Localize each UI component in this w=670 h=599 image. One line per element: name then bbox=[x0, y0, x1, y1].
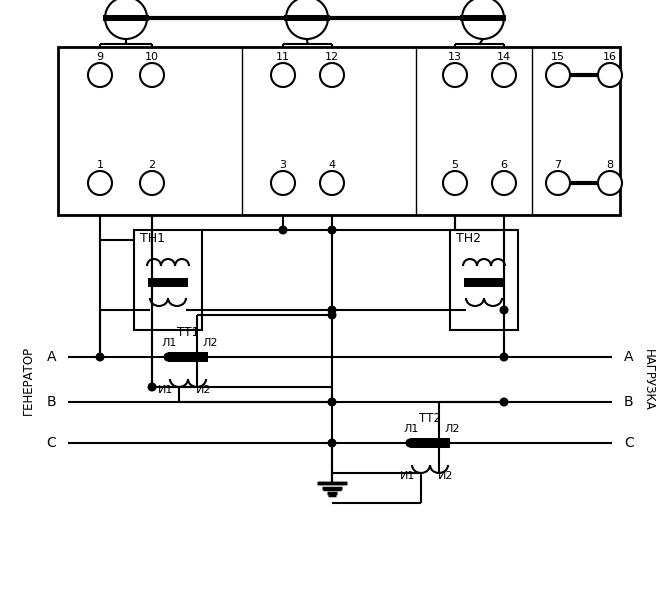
Circle shape bbox=[320, 63, 344, 87]
Circle shape bbox=[492, 171, 516, 195]
Circle shape bbox=[88, 171, 112, 195]
Circle shape bbox=[546, 171, 570, 195]
Circle shape bbox=[500, 305, 509, 314]
Circle shape bbox=[286, 0, 328, 39]
Circle shape bbox=[163, 352, 172, 362]
Text: Л2: Л2 bbox=[444, 424, 460, 434]
Circle shape bbox=[598, 171, 622, 195]
Text: Л2: Л2 bbox=[202, 338, 218, 348]
Text: В: В bbox=[624, 395, 634, 409]
Circle shape bbox=[546, 63, 570, 87]
Text: 9: 9 bbox=[96, 52, 104, 62]
Circle shape bbox=[328, 438, 336, 447]
Circle shape bbox=[328, 225, 336, 234]
Text: 6: 6 bbox=[500, 160, 507, 170]
Text: 12: 12 bbox=[325, 52, 339, 62]
Circle shape bbox=[500, 398, 509, 407]
Bar bbox=[58, 47, 620, 215]
Circle shape bbox=[147, 383, 157, 392]
Text: 15: 15 bbox=[551, 52, 565, 62]
Circle shape bbox=[328, 398, 336, 407]
Text: 3: 3 bbox=[279, 160, 287, 170]
Circle shape bbox=[320, 171, 344, 195]
Bar bbox=[284, 15, 330, 21]
Bar bbox=[134, 230, 202, 330]
Text: Л1: Л1 bbox=[161, 338, 177, 348]
Circle shape bbox=[279, 225, 287, 234]
Text: 16: 16 bbox=[603, 52, 617, 62]
Text: И2: И2 bbox=[196, 385, 212, 395]
Text: В: В bbox=[46, 395, 56, 409]
Text: 14: 14 bbox=[497, 52, 511, 62]
Bar bbox=[103, 15, 149, 21]
Circle shape bbox=[405, 438, 415, 447]
Text: С: С bbox=[624, 436, 634, 450]
Circle shape bbox=[443, 63, 467, 87]
Text: 8: 8 bbox=[606, 160, 614, 170]
Text: ТН2: ТН2 bbox=[456, 231, 481, 244]
Circle shape bbox=[328, 305, 336, 314]
Text: 10: 10 bbox=[145, 52, 159, 62]
Circle shape bbox=[598, 63, 622, 87]
Text: 4: 4 bbox=[328, 160, 336, 170]
Circle shape bbox=[271, 171, 295, 195]
Text: НАГРУЗКА: НАГРУЗКА bbox=[641, 349, 655, 411]
Circle shape bbox=[492, 63, 516, 87]
Text: Л1: Л1 bbox=[403, 424, 419, 434]
Circle shape bbox=[140, 63, 164, 87]
Bar bbox=[148, 278, 188, 287]
Circle shape bbox=[462, 0, 504, 39]
Circle shape bbox=[88, 63, 112, 87]
Text: А: А bbox=[624, 350, 634, 364]
Circle shape bbox=[271, 63, 295, 87]
Circle shape bbox=[105, 0, 147, 39]
Bar bbox=[460, 15, 506, 21]
Bar bbox=[410, 438, 450, 448]
Text: 1: 1 bbox=[96, 160, 103, 170]
Text: 13: 13 bbox=[448, 52, 462, 62]
Text: ГЕНЕРАТОР: ГЕНЕРАТОР bbox=[21, 346, 34, 415]
Bar bbox=[464, 278, 504, 287]
Bar bbox=[168, 352, 208, 362]
Circle shape bbox=[140, 171, 164, 195]
Text: 5: 5 bbox=[452, 160, 458, 170]
Text: С: С bbox=[46, 436, 56, 450]
Text: 11: 11 bbox=[276, 52, 290, 62]
Text: 7: 7 bbox=[555, 160, 561, 170]
Bar bbox=[450, 230, 518, 330]
Circle shape bbox=[328, 310, 336, 319]
Text: И1: И1 bbox=[158, 385, 174, 395]
Circle shape bbox=[500, 352, 509, 362]
Text: ТТ2: ТТ2 bbox=[419, 412, 441, 425]
Text: И1: И1 bbox=[400, 471, 415, 481]
Text: И2: И2 bbox=[438, 471, 454, 481]
Text: 2: 2 bbox=[149, 160, 155, 170]
Circle shape bbox=[443, 171, 467, 195]
Text: ТТ1: ТТ1 bbox=[177, 325, 199, 338]
Text: А: А bbox=[46, 350, 56, 364]
Text: ТН1: ТН1 bbox=[140, 231, 165, 244]
Circle shape bbox=[96, 352, 105, 362]
